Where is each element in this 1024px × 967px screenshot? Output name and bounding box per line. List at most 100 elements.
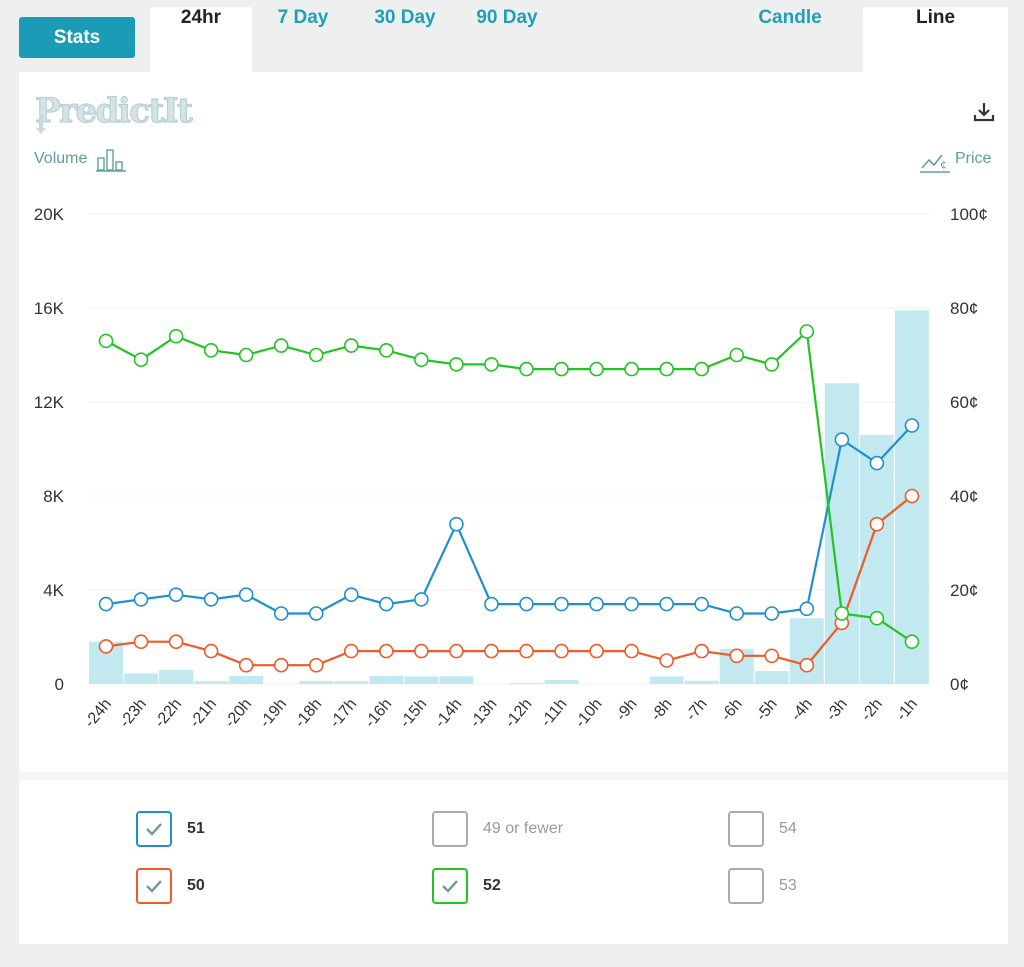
volume-bar	[754, 671, 789, 684]
x-tick-label: -16h	[362, 696, 396, 731]
volume-bar	[369, 675, 404, 684]
series-point-51	[414, 592, 429, 607]
series-point-52	[379, 343, 394, 358]
series-point-50	[554, 643, 569, 659]
series-point-52	[904, 634, 920, 650]
volume-bar	[439, 676, 474, 684]
series-point-51	[98, 596, 114, 612]
x-tick-label: -17h	[327, 696, 361, 731]
series-point-50	[308, 657, 324, 673]
legend-label: 52	[483, 877, 501, 894]
checkmark-icon	[146, 823, 162, 836]
tab-bar: Stats 24hr 7 Day 30 Day 90 Day Candle Li…	[0, 0, 1024, 72]
y-right-tick-label: 20¢	[950, 581, 978, 600]
series-point-52	[659, 361, 674, 377]
legend-item-54[interactable]: 54	[728, 811, 928, 849]
series-point-52	[133, 352, 149, 367]
y-left-tick-label: 8K	[43, 487, 64, 506]
series-point-51	[133, 592, 149, 607]
series-point-52	[834, 606, 850, 621]
series-point-52	[343, 338, 359, 353]
tab-24hr[interactable]: 24hr	[150, 7, 252, 72]
tab-line[interactable]: Line	[863, 7, 1008, 72]
series-point-51	[484, 596, 499, 612]
y-right-tick-label: 0¢	[950, 675, 969, 694]
series-point-52	[519, 361, 534, 377]
x-tick-label: -21h	[187, 696, 221, 731]
legend-checkbox[interactable]	[728, 811, 764, 847]
tab-30-day[interactable]: 30 Day	[374, 7, 436, 28]
legend-label: 49 or fewer	[483, 820, 564, 837]
series-point-50	[168, 634, 184, 650]
x-tick-label: -4h	[788, 696, 816, 725]
volume-bar	[859, 434, 894, 684]
series-point-50	[904, 488, 920, 504]
legend-item-53[interactable]: 53	[728, 868, 928, 906]
legend-checkbox[interactable]	[728, 868, 764, 904]
volume-axis-label[interactable]: Volume	[34, 150, 88, 167]
legend-item-50[interactable]: 50	[136, 868, 336, 906]
x-tick-label: -20h	[222, 696, 256, 731]
volume-bar	[509, 682, 544, 684]
x-tick-label: -7h	[683, 696, 711, 725]
tab-7-day[interactable]: 7 Day	[277, 7, 329, 28]
x-tick-label: -6h	[718, 696, 746, 725]
y-left-tick-label: 4K	[43, 581, 64, 600]
price-axis-label[interactable]: Price	[955, 150, 992, 167]
volume-bar	[159, 669, 194, 684]
tab-candle[interactable]: Candle	[758, 7, 822, 28]
legend-item-52[interactable]: 52	[432, 868, 632, 906]
volume-bar	[544, 680, 579, 684]
x-tick-label: -3h	[823, 696, 851, 725]
series-point-51	[799, 601, 815, 617]
price-trend-icon[interactable]: ¢	[920, 148, 952, 174]
tab-90-day[interactable]: 90 Day	[476, 7, 538, 28]
volume-bar	[334, 681, 369, 684]
legend-checkbox[interactable]	[432, 811, 468, 847]
series-point-52	[414, 352, 429, 367]
series-point-50	[133, 634, 149, 650]
series-point-51	[589, 596, 604, 612]
series-point-51	[764, 606, 780, 621]
download-icon[interactable]	[972, 100, 996, 124]
series-point-52	[729, 347, 745, 363]
series-point-50	[659, 653, 674, 668]
series-point-50	[694, 643, 709, 659]
legend-label: 51	[187, 820, 205, 837]
volume-bar	[649, 676, 684, 684]
legend-checkbox[interactable]	[136, 868, 172, 904]
y-right-tick-label: 80¢	[950, 299, 978, 318]
series-point-52	[203, 343, 219, 358]
series-point-52	[238, 347, 254, 363]
x-tick-label: -1h	[893, 696, 921, 725]
x-tick-label: -11h	[538, 696, 571, 731]
legend-item-51[interactable]: 51	[136, 811, 336, 849]
series-point-51	[203, 592, 219, 607]
series-point-51	[834, 432, 850, 447]
series-point-51	[694, 596, 709, 612]
series-point-50	[764, 648, 780, 664]
series-point-52	[484, 357, 499, 372]
series-point-50	[519, 643, 534, 659]
x-tick-label: -8h	[648, 696, 676, 725]
legend-checkbox[interactable]	[136, 811, 172, 847]
stats-button[interactable]: Stats	[19, 17, 135, 58]
volume-bar	[299, 680, 334, 684]
series-point-50	[273, 657, 289, 673]
x-tick-label: -10h	[572, 696, 606, 731]
legend-checkbox[interactable]	[432, 868, 468, 904]
y-right-tick-label: 60¢	[950, 393, 978, 412]
legend-item-49-or-fewer[interactable]: 49 or fewer	[432, 811, 632, 849]
series-point-50	[98, 639, 114, 654]
series-point-51	[379, 596, 394, 612]
series-point-51	[729, 606, 745, 621]
volume-bar	[124, 673, 159, 684]
series-point-51	[519, 596, 534, 612]
volume-icon[interactable]	[96, 148, 126, 172]
predictit-logo: PredictIt	[34, 90, 193, 134]
y-right-tick-label: 40¢	[950, 487, 978, 506]
y-left-tick-label: 12K	[34, 393, 65, 412]
x-tick-label: -18h	[292, 696, 326, 731]
legend-label: 50	[187, 877, 205, 894]
x-tick-label: -22h	[152, 696, 186, 731]
